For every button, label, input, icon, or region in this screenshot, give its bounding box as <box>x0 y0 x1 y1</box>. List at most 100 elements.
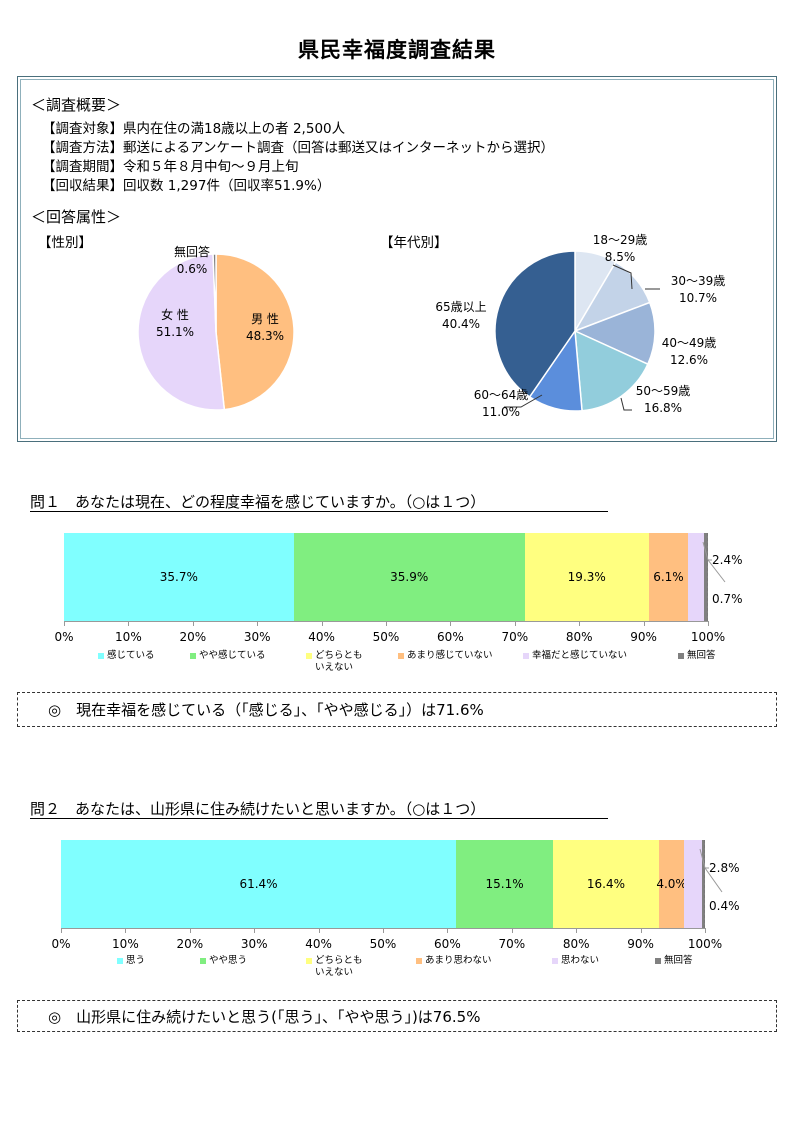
leader-line <box>620 397 632 411</box>
axis-tick-label: 10% <box>112 937 139 951</box>
legend-item: 幸福だと感じていない <box>523 650 627 662</box>
gender-chart-title: 【性別】 <box>38 235 92 251</box>
bar-segment <box>703 533 708 621</box>
bar-segment-label: 35.9% <box>390 570 429 584</box>
legend-swatch <box>416 958 422 964</box>
legend-label: 思う <box>126 955 146 966</box>
axis-tick <box>579 621 581 626</box>
pie-label-none: 無回答 0.6% <box>173 245 210 276</box>
axis-tick-label: 0% <box>54 630 74 644</box>
bar-segment-label: 15.1% <box>485 877 524 891</box>
legend-swatch <box>117 958 123 964</box>
q1-stacked-bar: 35.7% 35.9% 19.3% 6.1% <box>64 533 708 621</box>
q2-callout-not-think: 2.8% <box>709 861 740 875</box>
axis-tick-label: 10% <box>115 630 142 644</box>
q2-conclusion: ◎ 山形県に住み続けたいと思う(「思う」、「やや思う」)は76.5% <box>17 1000 777 1032</box>
axis-tick-label: 80% <box>562 937 590 951</box>
legend-label: やや思う <box>209 955 248 966</box>
leader-line <box>612 264 633 290</box>
axis-tick-label: 50% <box>372 630 400 644</box>
bar-segment: 35.7% <box>64 533 294 621</box>
axis-tick-label: 90% <box>630 630 657 644</box>
q1-title: 問１ あなたは現在、どの程度幸福を感じていますか。（○は１つ） <box>30 493 486 511</box>
bar-segment-label: 19.3% <box>567 570 606 584</box>
pie-slice <box>574 329 649 412</box>
pie-label-male: 男 性 48.3% <box>245 312 285 343</box>
legend-swatch <box>523 653 529 659</box>
overview-heading: ＜調査概要＞ <box>31 96 122 114</box>
axis-tick-label: 100% <box>690 630 726 644</box>
legend-item: どちらとも いえない <box>306 955 363 979</box>
legend-swatch <box>98 653 104 659</box>
axis-tick-label: 0% <box>51 937 71 951</box>
overview-line: 【調査方法】郵送によるアンケート調査（回答は郵送又はインターネットから選択） <box>42 140 555 156</box>
q1-underline <box>30 511 608 512</box>
axis-tick <box>254 928 256 933</box>
pie-label-40-49: 40～49歳 12.6% <box>661 336 717 367</box>
legend-label: 無回答 <box>664 955 693 966</box>
bar-segment-label: 61.4% <box>239 877 278 891</box>
q2-legend: 思う やや思う どちらとも いえない あまり思わない 思わない 無回答 <box>117 955 737 983</box>
legend-item: あまり思わない <box>416 955 492 967</box>
legend-swatch <box>655 958 661 964</box>
q2-stacked-bar: 61.4% 15.1% 16.4% 4.0% <box>61 840 706 928</box>
legend-item: 思わない <box>552 955 599 967</box>
axis-tick <box>257 621 259 626</box>
axis-tick-label: 40% <box>308 630 335 644</box>
axis-tick <box>514 621 516 626</box>
page-title: 県民幸福度調査結果 <box>298 38 496 62</box>
legend-label: あまり感じていない <box>407 650 493 661</box>
legend-swatch <box>678 653 684 659</box>
legend-label: 思わない <box>561 955 600 966</box>
axis-tick <box>128 621 130 626</box>
pie-slice <box>212 253 217 333</box>
leader-line <box>504 394 543 408</box>
axis-tick-label: 30% <box>240 937 268 951</box>
axis-tick <box>383 928 384 933</box>
legend-label: あまり思わない <box>425 955 492 966</box>
pie-slice <box>137 253 226 411</box>
bar-segment: 6.1% <box>648 533 689 621</box>
axis-tick <box>386 621 387 626</box>
pie-slice <box>573 301 656 366</box>
pie-label-18-29: 18～29歳 8.5% <box>592 233 648 264</box>
bar-segment-label: 16.4% <box>586 877 625 891</box>
axis-tick <box>189 928 191 933</box>
pie-label-60-64: 60～64歳 11.0% <box>473 388 529 419</box>
q1-callout-lines <box>702 541 726 583</box>
axis-tick <box>125 928 127 933</box>
age-chart-title: 【年代別】 <box>380 235 448 251</box>
axis-tick <box>321 621 323 626</box>
q1-callout-not-happy: 2.4% <box>712 553 743 567</box>
axis-tick <box>318 928 320 933</box>
axis-tick <box>447 928 449 933</box>
bar-segment <box>702 840 706 928</box>
q2-title: 問２ あなたは、山形県に住み続けたいと思いますか。（○は１つ） <box>30 800 486 818</box>
pie-leader-lines <box>504 264 660 411</box>
axis-tick-label: 30% <box>243 630 271 644</box>
legend-item: やや感じている <box>190 650 266 662</box>
pie-label-65plus: 65歳以上 40.4% <box>435 300 487 331</box>
q1-axis: 0% 10% 20% 30% 40% 50% 60% 70% 80% 90% 100% <box>54 630 725 646</box>
legend-label: どちらとも いえない <box>315 955 363 978</box>
legend-swatch <box>552 958 558 964</box>
bar-segment: 35.9% <box>293 533 525 621</box>
legend-swatch <box>398 653 404 659</box>
legend-swatch <box>306 958 312 964</box>
q2-ticks <box>61 928 706 933</box>
legend-item: どちらとも いえない <box>306 650 363 674</box>
pie-label-30-39: 30～39歳 10.7% <box>670 274 726 305</box>
legend-label: どちらとも いえない <box>315 650 363 673</box>
axis-tick-label: 40% <box>305 937 332 951</box>
leader-line <box>699 848 709 869</box>
q1-conclusion: ◎ 現在幸福を感じている（「感じる」、「やや感じる」）は71.6% <box>17 692 777 727</box>
pie-slice <box>494 250 576 398</box>
bar-segment: 61.4% <box>61 840 457 928</box>
axis-tick <box>705 928 706 933</box>
q1-legend: 感じている やや感じている どちらとも いえない あまり感じていない 幸福だと感じていな… <box>98 650 738 678</box>
axis-tick <box>192 621 194 626</box>
bar-segment: 4.0% <box>656 840 687 928</box>
attribute-pies <box>137 250 660 412</box>
axis-tick <box>61 928 62 933</box>
attr-heading: ＜回答属性＞ <box>31 208 122 226</box>
